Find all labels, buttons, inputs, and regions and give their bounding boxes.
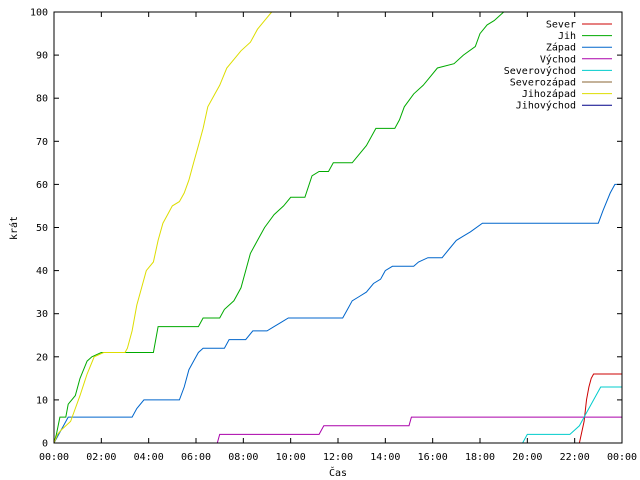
series-line-0	[562, 373, 622, 444]
legend-label: Sever	[546, 20, 576, 31]
x-tick-label: 20:00	[512, 452, 542, 463]
x-tick-label: 00:00	[607, 452, 637, 463]
x-tick-label: 04:00	[134, 452, 164, 463]
legend-label: Jih	[558, 31, 576, 42]
x-axis-label: Čas	[329, 466, 347, 479]
y-tick-label: 80	[36, 94, 48, 105]
y-tick-label: 30	[36, 309, 48, 320]
series-line-6	[53, 11, 273, 444]
x-tick-label: 10:00	[276, 452, 306, 463]
x-tick-label: 00:00	[39, 452, 69, 463]
y-tick-label: 100	[30, 8, 48, 19]
x-tick-label: 08:00	[228, 452, 258, 463]
x-tick-label: 12:00	[323, 452, 353, 463]
legend: SeverJihZápadVýchodSeverovýchodSeverozáp…	[504, 20, 612, 112]
x-tick-label: 14:00	[370, 452, 400, 463]
axes-layer: 0 10 20 30 40 50 60 70 80 90 100 00:00 02:00 04:00 06:…	[30, 8, 637, 464]
series-line-4	[522, 386, 622, 444]
series-line-2	[53, 183, 622, 444]
legend-label: Východ	[540, 53, 576, 65]
y-tick-label: 10	[36, 395, 48, 406]
y-axis-label: krát	[8, 216, 20, 240]
x-tick-label: 02:00	[86, 452, 116, 463]
legend-label: Severozápad	[510, 77, 576, 89]
y-tick-label: 0	[42, 439, 48, 450]
y-tick-label: 60	[36, 180, 48, 191]
legend-label: Jihovýchod	[516, 100, 576, 112]
legend-label: Západ	[546, 42, 576, 54]
y-tick-label: 90	[36, 51, 48, 62]
x-tick-label: 18:00	[465, 452, 495, 463]
series-line-3	[216, 416, 622, 444]
series-layer	[53, 11, 622, 444]
y-tick-label: 70	[36, 137, 48, 148]
x-tick-label: 16:00	[418, 452, 448, 463]
series-line-1	[53, 11, 505, 444]
x-tick-label: 06:00	[181, 452, 211, 463]
legend-label: Severovýchod	[504, 65, 576, 77]
y-tick-label: 40	[36, 266, 48, 277]
y-tick-label: 50	[36, 223, 48, 234]
y-tick-label: 20	[36, 352, 48, 363]
legend-label: Jihozápad	[522, 88, 576, 100]
x-tick-label: 22:00	[560, 452, 590, 463]
